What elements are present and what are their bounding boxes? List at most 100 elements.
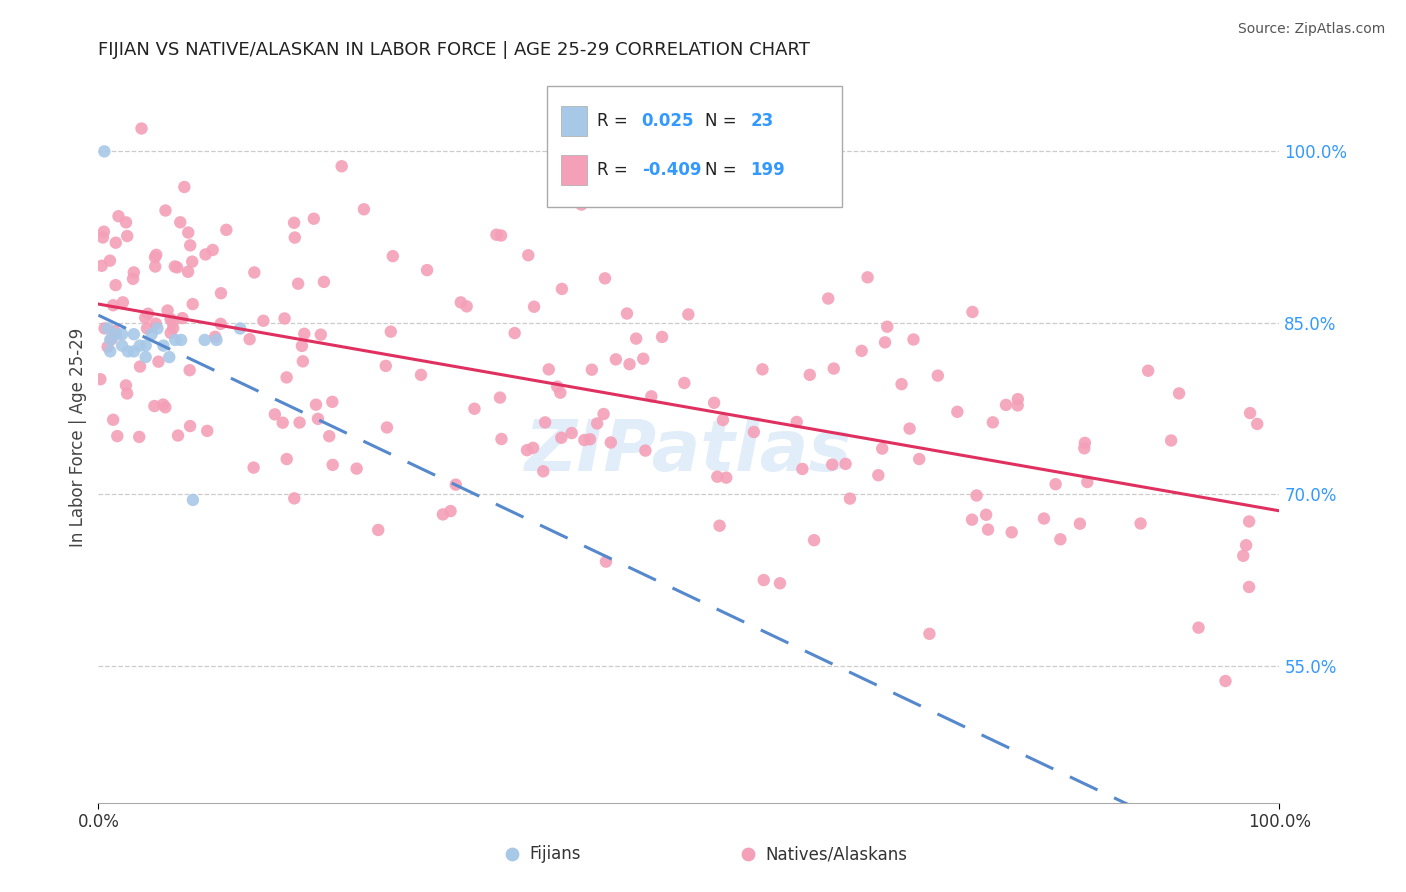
Point [276, 370, 298, 384]
Point [517, 248, 540, 262]
Point [537, 362, 560, 376]
Point [817, 292, 839, 306]
Point [769, 576, 792, 591]
Point [135, 350, 157, 364]
Point [287, 277, 309, 291]
Point [162, 315, 184, 329]
Point [450, 295, 472, 310]
Text: FIJIAN VS NATIVE/ALASKAN IN LABOR FORCE | AGE 25-29 CORRELATION CHART: FIJIAN VS NATIVE/ALASKAN IN LABOR FORCE … [98, 41, 810, 59]
Point [551, 282, 574, 296]
Point [1007, 398, 1029, 412]
Point [271, 416, 294, 430]
Point [624, 332, 647, 346]
Point [239, 332, 262, 346]
Point [1074, 436, 1097, 450]
Point [155, 203, 177, 218]
Point [201, 243, 224, 257]
Text: R =: R = [596, 161, 627, 179]
Point [209, 317, 232, 331]
Point [312, 275, 335, 289]
Point [91, 230, 114, 244]
Point [353, 202, 375, 217]
Point [98, 333, 121, 347]
Point [152, 398, 174, 412]
Point [143, 250, 166, 264]
Point [1076, 475, 1098, 489]
Point [101, 298, 124, 312]
Point [489, 391, 512, 405]
Point [172, 311, 194, 326]
Point [145, 317, 167, 331]
Point [111, 327, 134, 342]
Point [463, 401, 485, 416]
Point [263, 408, 285, 422]
Point [111, 339, 134, 353]
Point [439, 504, 461, 518]
Point [165, 333, 187, 347]
Point [381, 249, 404, 263]
Point [974, 508, 997, 522]
Point [599, 435, 621, 450]
Point [181, 254, 204, 268]
Point [838, 491, 860, 506]
Point [148, 354, 170, 368]
Point [531, 464, 554, 478]
Point [292, 326, 315, 341]
Point [288, 416, 311, 430]
Point [152, 339, 174, 353]
Point [962, 305, 984, 319]
Point [375, 420, 398, 434]
Point [1168, 386, 1191, 401]
Point [179, 363, 201, 377]
FancyBboxPatch shape [561, 154, 588, 186]
Point [1187, 621, 1209, 635]
Point [276, 452, 298, 467]
Point [157, 350, 180, 364]
Point [966, 488, 988, 502]
Point [834, 457, 856, 471]
Point [703, 396, 725, 410]
Point [868, 468, 890, 483]
Point [283, 216, 305, 230]
Point [122, 265, 145, 279]
Point [374, 359, 396, 373]
Point [215, 223, 238, 237]
Point [977, 523, 1000, 537]
Point [322, 458, 344, 472]
Point [309, 327, 332, 342]
Point [561, 426, 583, 441]
Point [117, 344, 139, 359]
Point [195, 424, 218, 438]
Point [305, 398, 328, 412]
Point [786, 415, 808, 429]
Point [145, 248, 167, 262]
Point [242, 460, 264, 475]
Point [1007, 392, 1029, 406]
Point [105, 429, 128, 443]
Point [631, 351, 654, 366]
Point [716, 470, 738, 484]
Point [1073, 442, 1095, 456]
Point [93, 145, 115, 159]
Point [1160, 434, 1182, 448]
Point [534, 416, 557, 430]
Point [981, 415, 1004, 429]
Point [409, 368, 432, 382]
Point [98, 253, 121, 268]
Point [742, 425, 765, 439]
Point [243, 265, 266, 279]
Point [367, 523, 389, 537]
Point [104, 278, 127, 293]
Text: -0.409: -0.409 [641, 161, 702, 179]
Point [1069, 516, 1091, 531]
Point [890, 377, 912, 392]
Point [640, 389, 662, 403]
Point [873, 335, 896, 350]
Point [898, 421, 921, 435]
Point [870, 442, 893, 456]
Point [918, 627, 941, 641]
Point [318, 429, 340, 443]
Point [291, 339, 314, 353]
Point [1239, 406, 1261, 420]
Text: N =: N = [706, 161, 737, 179]
